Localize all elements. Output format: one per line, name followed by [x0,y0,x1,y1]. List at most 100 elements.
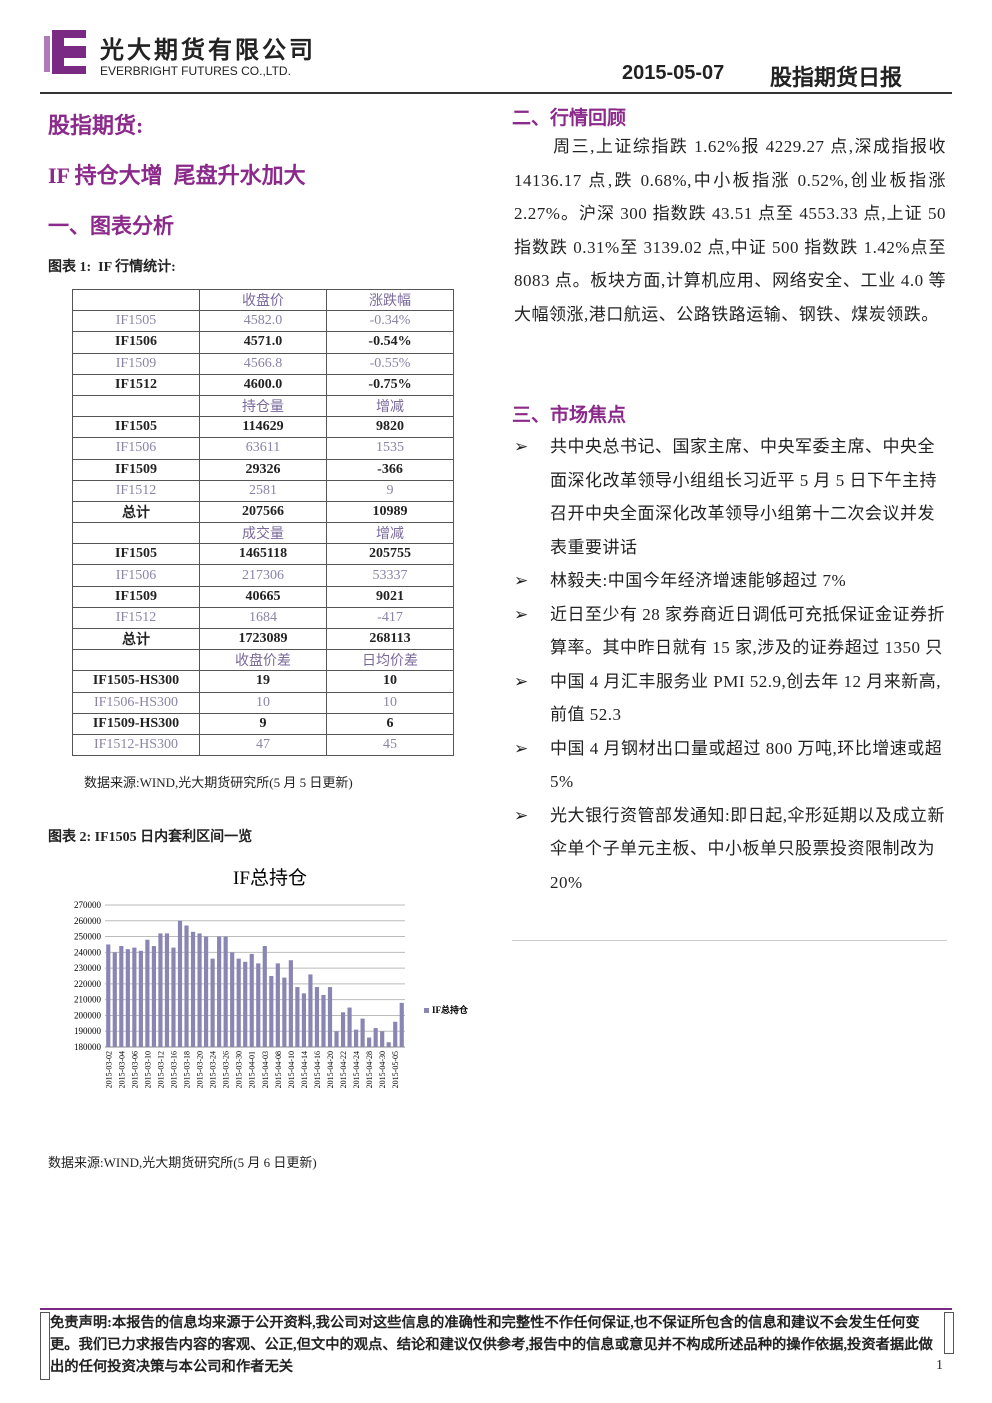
y-tick-label: 250000 [74,932,102,942]
bar [367,1037,372,1047]
x-tick-label: 2015-03-30 [235,1051,244,1088]
bar [314,987,320,1047]
x-tick-label: 2015-04-24 [352,1051,361,1088]
footer-bar [944,1312,954,1354]
bullet: 光大银行资管部发通知:即日起,伞形延期以及成立新伞单个子单元主板、中小板单只股票… [512,799,946,900]
table-cell: 10 [326,670,454,693]
bar [184,925,189,1047]
table-cell: IF1505-HS300 [72,670,200,693]
table-cell: 1535 [326,437,454,460]
table-cell: 114629 [199,416,327,439]
table-cell: IF1506-HS300 [72,691,200,714]
table-row: IF1512 4600.0 -0.75% [72,373,454,396]
x-tick-label: 2015-04-16 [313,1051,322,1088]
x-tick-label: 2015-04-14 [300,1051,309,1088]
table-cell: 9021 [326,585,454,608]
table-cell: -0.75% [326,373,454,396]
x-tick-label: 2015-04-10 [287,1051,296,1088]
bar [399,1002,404,1047]
x-tick-label: 2015-04-30 [378,1051,387,1088]
table-cell: IF1506 [72,564,200,587]
x-tick-label: 2015-04-22 [339,1051,348,1088]
table-row: IF1506-HS300 10 10 [72,691,454,714]
table-cell: 47 [199,733,327,757]
bar [158,933,163,1047]
bar [282,977,287,1047]
y-tick-label: 220000 [74,979,102,989]
legend-swatch [424,1008,429,1013]
company-en: EVERBRIGHT FUTURES CO.,LTD. [100,64,291,78]
source: 数据来源:WIND,光大期货研究所(5 月 6 日更新) [48,1155,317,1170]
table-row: 收盘价差 日均价差 [72,649,454,672]
bar [125,949,130,1047]
table-cell: IF1506 [72,331,200,354]
legend-label: IF总持仓 [432,1004,469,1015]
table-cell: 268113 [326,627,454,651]
x-tick-label: 2015-03-06 [130,1051,139,1088]
bar [360,1018,365,1047]
bar [177,920,183,1047]
bar [151,946,156,1047]
table-cell: -0.54% [326,331,454,354]
heading: 一、图表分析 [48,214,174,238]
table-cell: IF1505 [72,416,200,439]
bar [145,939,150,1047]
source: 数据来源:WIND,光大期货研究所(5 月 5 日更新) [84,775,353,790]
table-cell: 10 [326,691,454,714]
table-cell: IF1509-HS300 [72,712,200,735]
x-tick-label: 2015-03-24 [209,1051,218,1088]
table-cell: 1684 [199,606,327,630]
company-cn: 光大期货有限公司 [100,38,316,64]
table-cell: 成交量 [199,522,327,545]
table-cell: 持仓量 [199,394,327,418]
bullet: 中国 4 月钢材出口量或超过 800 万吨,环比增速或超 5% [512,732,946,799]
y-tick-label: 180000 [74,1042,102,1052]
table-cell: -417 [326,606,454,630]
bar [295,987,300,1047]
bar [354,1029,359,1047]
y-tick-label: 200000 [74,1010,102,1020]
table-cell: 45 [326,733,454,757]
table-cell [72,394,200,418]
bullet: 近日至少有 28 家券商近日调低可充抵保证金证券折算率。其中昨日就有 15 家,… [512,598,946,665]
caption: 图表 2: IF1505 日内套利区间一览 [48,830,253,845]
bar [301,993,306,1047]
table-cell: IF1505 [72,310,200,333]
bar [393,1021,398,1047]
table-cell: 10989 [326,500,454,524]
table-cell: 63611 [199,437,327,460]
table-cell: 10 [199,691,327,714]
table-cell: 217306 [199,564,327,587]
rule [512,940,947,941]
footer-bar [40,1312,50,1380]
table-row: IF1509 40665 9021 [72,585,454,608]
bar [106,944,111,1047]
bar [190,931,196,1047]
table-cell: -366 [326,458,454,481]
bar [262,946,267,1047]
table-row: IF1506 217306 53337 [72,564,454,587]
table-cell: 9820 [326,416,454,439]
table-cell: 4600.0 [199,373,327,396]
table-cell: 6 [326,712,454,735]
review: 周三,上证综指跌 1.62%报 4229.27 点,深成指报收 14136.17… [514,137,946,324]
y-tick-label: 270000 [74,900,102,910]
table-cell: 207566 [199,500,327,524]
bar [223,936,228,1047]
x-tick-label: 2015-03-26 [222,1051,231,1088]
bar [132,947,137,1047]
bar [197,933,202,1047]
y-tick-label: 260000 [74,916,102,926]
table-cell: 4571.0 [199,331,327,354]
bar [373,1028,378,1047]
logo [44,30,86,74]
table-cell: IF1509 [72,458,200,481]
stats-table: 收盘价 涨跌幅 IF1505 4582.0 -0.34% IF1506 4571.0 -0.5… [72,288,454,757]
table-row: IF1505-HS300 19 10 [72,670,454,693]
x-tick-label: 2015-03-16 [169,1051,178,1088]
x-tick-label: 2015-04-28 [365,1051,374,1088]
bar [164,933,170,1047]
table-row: IF1509 29326 -366 [72,458,454,481]
bar [380,1031,385,1047]
